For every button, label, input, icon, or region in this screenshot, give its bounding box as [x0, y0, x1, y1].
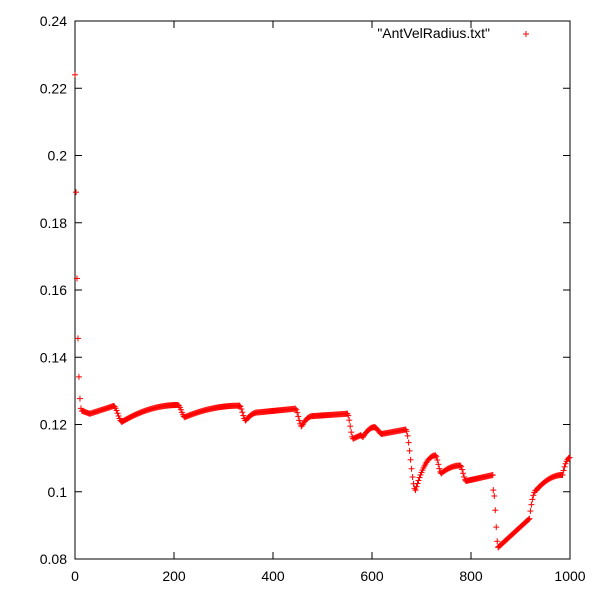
x-tick-label: 600 [360, 568, 384, 584]
data-point [403, 428, 410, 435]
data-point [559, 471, 566, 478]
data-point [238, 406, 245, 413]
data-point [406, 447, 413, 454]
data-point [561, 463, 568, 470]
data-point [565, 455, 572, 462]
data-point [494, 538, 501, 545]
data-point [76, 395, 83, 402]
data-point [458, 463, 465, 470]
data-point [347, 423, 354, 430]
data-point [432, 452, 439, 459]
data-point [560, 467, 567, 474]
x-tick-label: 200 [162, 568, 186, 584]
data-point [239, 409, 246, 416]
data-point [77, 405, 84, 412]
data-point [295, 413, 302, 420]
data-point [408, 465, 415, 472]
data-point [524, 517, 531, 524]
data-point [292, 405, 299, 412]
data-point [409, 473, 416, 480]
y-tick-label: 0.1 [48, 484, 68, 500]
x-tick-label: 800 [459, 568, 483, 584]
data-point [74, 335, 81, 342]
data-point [457, 462, 464, 469]
y-tick-label: 0.12 [40, 417, 67, 433]
data-point [461, 473, 468, 480]
data-point [415, 477, 422, 484]
data-point [407, 456, 414, 463]
data-point [414, 480, 421, 487]
data-point [236, 402, 243, 409]
data-point [348, 429, 355, 436]
legend: "AntVelRadius.txt" [377, 25, 529, 41]
data-point [491, 493, 498, 500]
data-point [489, 472, 496, 479]
data-point [436, 465, 443, 472]
data-point [296, 417, 303, 424]
data-point [492, 507, 499, 514]
data-point [404, 432, 411, 439]
y-tick-label: 0.22 [40, 80, 67, 96]
y-tick-label: 0.18 [40, 215, 67, 231]
y-tick-label: 0.08 [40, 551, 67, 567]
y-tick-label: 0.24 [40, 13, 67, 29]
axis-tick-labels: 0 200 400 600 800 1000 0.08 0.1 0.12 0.14 0.16 0.18… [40, 13, 586, 584]
data-point [417, 471, 424, 478]
data-point [435, 461, 442, 468]
y-tick-label: 0.16 [40, 282, 67, 298]
data-point [493, 524, 500, 531]
plot-frame [74, 20, 571, 560]
data-point [113, 407, 120, 414]
data-point [528, 501, 535, 508]
data-point [526, 515, 533, 522]
data-point [177, 406, 184, 413]
data-point [566, 454, 573, 461]
y-tick-label: 0.14 [40, 349, 67, 365]
legend-label: "AntVelRadius.txt" [377, 25, 490, 41]
data-point [405, 439, 412, 446]
data-point [530, 492, 537, 499]
data-point [412, 487, 419, 494]
data-point [433, 453, 440, 460]
legend-marker-symbol [523, 31, 529, 37]
data-point [294, 409, 301, 416]
data-point [490, 487, 497, 494]
data-point [527, 508, 534, 515]
data-point [75, 373, 82, 380]
data-point [459, 466, 466, 473]
data-point [72, 189, 79, 196]
data-point [240, 412, 247, 419]
data-point [72, 71, 78, 78]
x-tick-label: 0 [71, 568, 79, 584]
data-point [529, 496, 536, 503]
data-point [460, 470, 467, 477]
axis-ticks [74, 20, 571, 560]
x-tick-label: 1000 [554, 568, 585, 584]
data-point [115, 412, 122, 419]
data-point [434, 457, 441, 464]
y-tick-label: 0.2 [48, 148, 68, 164]
data-point [346, 417, 353, 424]
data-point [73, 275, 80, 282]
data-point [416, 474, 423, 481]
data-point [345, 412, 352, 419]
data-point [413, 483, 420, 490]
x-tick-label: 400 [261, 568, 285, 584]
data-point [114, 410, 121, 417]
legend-marker [523, 31, 529, 37]
data-points [72, 71, 573, 551]
data-point [293, 406, 300, 413]
